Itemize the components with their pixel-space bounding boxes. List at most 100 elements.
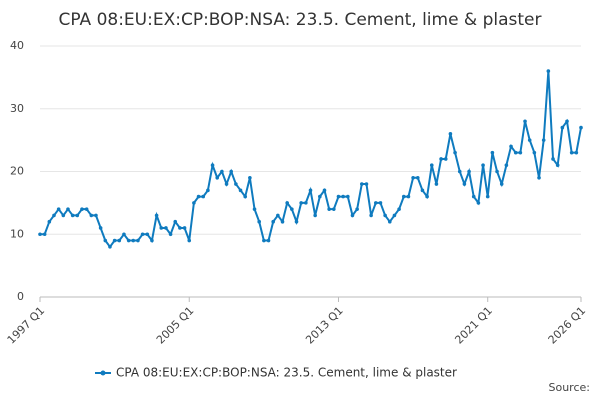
point (215, 175, 220, 180)
point (159, 226, 164, 230)
point (42, 232, 47, 237)
x-tick-label: 2026 Q1 (546, 304, 589, 347)
point (299, 201, 303, 205)
point (471, 194, 476, 199)
point (369, 213, 373, 218)
point (383, 213, 387, 218)
point (84, 207, 89, 211)
point (574, 150, 579, 155)
x-tick-label: 2021 Q1 (452, 304, 495, 347)
point (220, 169, 224, 174)
point (182, 226, 187, 230)
point (434, 182, 439, 186)
point (122, 232, 126, 237)
point (75, 213, 80, 218)
point (210, 163, 215, 168)
x-tick-label: 2013 Q1 (303, 304, 346, 347)
point (485, 194, 490, 199)
point (89, 213, 94, 218)
point (490, 150, 495, 155)
point (66, 207, 70, 211)
line (40, 71, 582, 249)
legend-marker (100, 370, 106, 376)
point (415, 175, 420, 180)
point (38, 232, 42, 237)
point (103, 238, 108, 243)
point (234, 182, 238, 186)
point (527, 138, 532, 142)
point (266, 238, 271, 243)
x-tick-label: 2005 Q1 (154, 304, 197, 347)
point (196, 194, 201, 199)
point (285, 201, 289, 205)
point (294, 219, 299, 224)
point (560, 125, 565, 130)
point (206, 188, 210, 193)
point (397, 207, 401, 211)
point (318, 194, 322, 199)
point (94, 213, 98, 218)
point (513, 150, 518, 155)
point (453, 150, 457, 155)
point (411, 175, 415, 180)
point (546, 69, 551, 73)
y-tick-label: 40 (10, 39, 24, 52)
chart-title: CPA 08:EU:EX:CP:BOP:NSA: 23.5. Cement, l… (59, 10, 542, 30)
point (341, 194, 345, 199)
point (555, 163, 560, 168)
point (112, 238, 117, 243)
point (387, 219, 392, 224)
point (401, 194, 406, 199)
point (164, 226, 168, 230)
point (523, 119, 527, 124)
x-tick-label: 1997 Q1 (5, 304, 48, 347)
y-tick-label: 10 (10, 227, 24, 240)
point (532, 150, 537, 155)
point (420, 188, 425, 193)
point (350, 213, 355, 218)
point (187, 238, 192, 243)
point (467, 169, 471, 174)
point (136, 238, 140, 243)
point (499, 182, 504, 186)
point (126, 238, 131, 243)
point (364, 182, 369, 186)
point (201, 194, 206, 199)
point (178, 226, 182, 230)
point (392, 213, 397, 218)
point (457, 169, 462, 174)
point (173, 219, 178, 224)
point (481, 163, 485, 168)
point (332, 207, 336, 211)
point (140, 232, 145, 237)
point (406, 194, 411, 199)
point (551, 157, 555, 161)
point (355, 207, 359, 211)
point (448, 132, 453, 136)
point (537, 175, 541, 180)
point (346, 194, 350, 199)
point (336, 194, 341, 199)
point (443, 157, 448, 161)
point (47, 219, 52, 224)
point (439, 157, 443, 161)
point (150, 238, 154, 243)
point (569, 150, 574, 155)
source: Source: (549, 381, 591, 394)
point (70, 213, 75, 218)
point (313, 213, 317, 218)
point (238, 188, 243, 193)
point (192, 201, 196, 205)
point (56, 207, 61, 211)
y-tick-label: 30 (10, 102, 24, 115)
point (565, 119, 569, 124)
point (495, 169, 499, 174)
point (168, 232, 173, 237)
point (145, 232, 150, 237)
point (61, 213, 66, 218)
point (509, 144, 513, 149)
point (224, 182, 229, 186)
point (373, 201, 378, 205)
point (541, 138, 546, 142)
